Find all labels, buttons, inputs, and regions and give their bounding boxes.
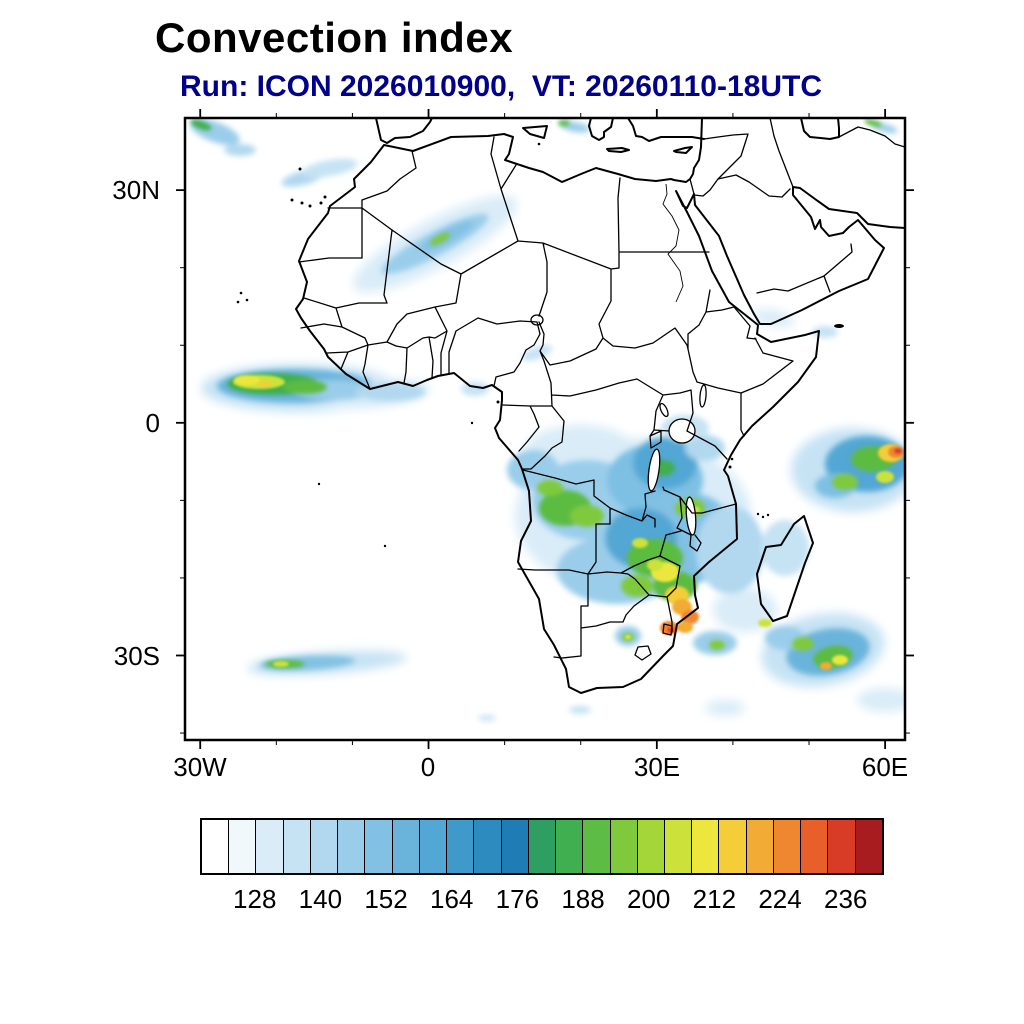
- colorbar-box: [473, 820, 501, 873]
- colorbar-box: [282, 820, 310, 873]
- colorbar: 128 140 152 164 176 188 200 212 224 236: [200, 818, 884, 918]
- nile-river: [662, 183, 684, 303]
- lake-chad: [530, 314, 544, 326]
- colorbar-boxes: [200, 818, 884, 875]
- colorbar-box: [827, 820, 855, 873]
- colorbar-tick-label: 176: [495, 884, 540, 914]
- colorbar-tick-label: 128: [233, 884, 277, 914]
- lake-albert: [659, 402, 669, 418]
- colorbar-box: [202, 820, 229, 873]
- spain-coastline: [375, 118, 433, 144]
- colorbar-tick-label: 140: [298, 884, 343, 914]
- turkey-coastline: [627, 118, 705, 142]
- colorbar-tick-label: 164: [430, 884, 474, 914]
- colorbar-box: [391, 820, 419, 873]
- colorbar-tick-label: 200: [627, 884, 671, 914]
- colorbar-box: [555, 820, 583, 873]
- colorbar-box: [337, 820, 365, 873]
- lake-turkana: [699, 384, 707, 408]
- map-plot: [176, 109, 914, 749]
- colorbar-tick-label: 212: [692, 884, 737, 914]
- cyprus-island: [673, 146, 693, 154]
- colorbar-tick-label: 188: [561, 884, 605, 914]
- x-axis-label-30e: 30E: [633, 752, 681, 782]
- x-axis-label-0: 0: [420, 752, 436, 782]
- lake-tanganyika: [647, 448, 661, 492]
- convection-shading: [190, 119, 905, 721]
- colorbar-box: [582, 820, 610, 873]
- colorbar-box: [228, 820, 256, 873]
- colorbar-tick-label: 152: [364, 884, 408, 914]
- coastlines: [236, 118, 905, 694]
- figure-subtitle: Run: ICON 2026010900, VT: 20260110-18UTC: [180, 70, 822, 103]
- colorbar-box: [500, 820, 528, 873]
- colorbar-box: [609, 820, 637, 873]
- colorbar-box: [663, 820, 692, 873]
- colorbar-box: [800, 820, 828, 873]
- crete-island: [606, 147, 630, 153]
- colorbar-box: [718, 820, 746, 873]
- colorbar-box: [364, 820, 392, 873]
- caspian-coastline: [800, 118, 840, 140]
- y-axis-label-30n: 30N: [112, 175, 160, 205]
- country-borders: [298, 118, 905, 661]
- map-frame: [183, 116, 907, 742]
- lake-victoria: [668, 418, 696, 444]
- africa-arabia-coastline: [295, 118, 905, 694]
- colorbar-box: [772, 820, 801, 873]
- colorbar-tick-label: 224: [758, 884, 802, 914]
- colorbar-box: [255, 820, 283, 873]
- figure-title: Convection index: [155, 14, 514, 61]
- colorbar-box: [309, 820, 338, 873]
- madagascar-island: [756, 515, 814, 622]
- colorbar-box: [636, 820, 664, 873]
- y-axis-label-30s: 30S: [113, 641, 160, 671]
- colorbar-tick-label: 236: [823, 884, 868, 914]
- y-axis-label-0: 0: [145, 408, 160, 438]
- small-islands: [236, 142, 844, 548]
- x-axis-label-30w: 30W: [173, 752, 227, 782]
- greece-coastline: [588, 118, 614, 141]
- colorbar-labels: 128 140 152 164 176 188 200 212 224 236: [200, 884, 884, 918]
- colorbar-box: [854, 820, 882, 873]
- colorbar-box: [745, 820, 773, 873]
- colorbar-box: [527, 820, 556, 873]
- colorbar-box: [446, 820, 474, 873]
- x-axis-label-60e: 60E: [861, 752, 909, 782]
- colorbar-box: [691, 820, 719, 873]
- colorbar-box: [418, 820, 447, 873]
- lake-malawi: [685, 496, 697, 536]
- sicily-island: [522, 125, 548, 139]
